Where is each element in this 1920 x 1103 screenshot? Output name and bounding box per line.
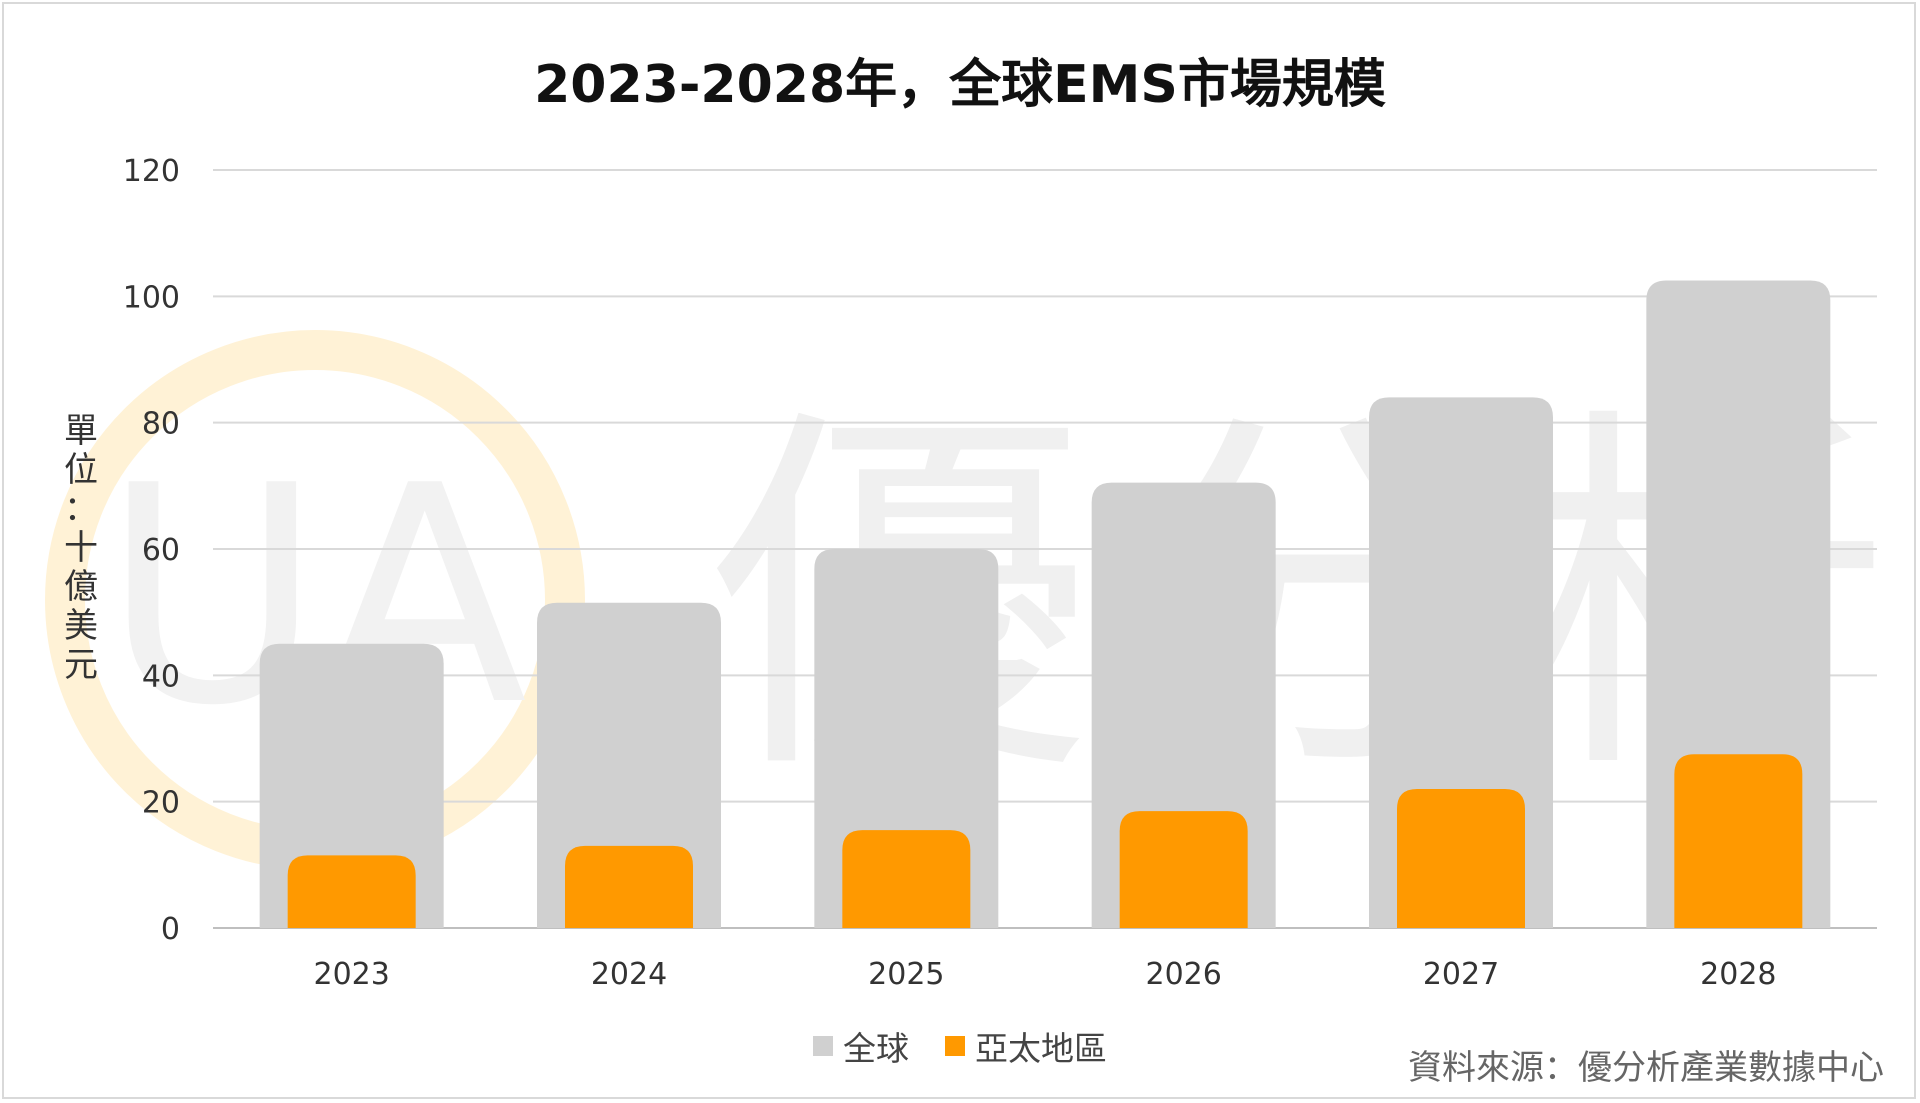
bar-apac-2024 bbox=[565, 845, 693, 928]
y-tick-label: 40 bbox=[142, 659, 180, 694]
y-tick-label: 100 bbox=[123, 280, 180, 315]
bar-apac-2027 bbox=[1397, 789, 1525, 928]
bar-apac-2023 bbox=[287, 855, 416, 928]
legend-item-apac: 亞太地區 bbox=[945, 1022, 1107, 1070]
y-axis-ticks: 0 20 40 60 80 100 120 bbox=[123, 154, 180, 947]
y-axis-label: 單位：十億美元 bbox=[64, 411, 98, 685]
bar-apac-2026 bbox=[1119, 811, 1248, 928]
y-tick-label: 60 bbox=[142, 533, 180, 568]
x-tick-label: 2025 bbox=[868, 957, 944, 992]
legend-label: 亞太地區 bbox=[975, 1029, 1107, 1068]
legend-swatch bbox=[813, 1036, 833, 1056]
x-tick-label: 2024 bbox=[591, 957, 667, 992]
x-axis-ticks: 2023 2024 2025 2026 2027 2028 bbox=[313, 957, 1776, 992]
bar-apac-2028 bbox=[1674, 754, 1803, 928]
legend-swatch bbox=[945, 1036, 965, 1056]
grid-lines bbox=[213, 169, 1877, 929]
chart-title: 2023-2028年，全球EMS市場規模 bbox=[534, 55, 1386, 115]
source-note: 資料來源：優分析產業數據中心 bbox=[1408, 1048, 1884, 1088]
y-tick-label: 20 bbox=[142, 786, 180, 821]
y-tick-label: 120 bbox=[123, 154, 180, 189]
legend-item-global: 全球 bbox=[813, 1022, 909, 1070]
legend-label: 全球 bbox=[843, 1029, 909, 1068]
x-tick-label: 2026 bbox=[1145, 957, 1221, 992]
bars bbox=[259, 280, 1831, 929]
x-tick-label: 2023 bbox=[313, 957, 389, 992]
x-tick-label: 2028 bbox=[1700, 957, 1776, 992]
x-tick-label: 2027 bbox=[1423, 957, 1499, 992]
y-tick-label: 80 bbox=[142, 407, 180, 442]
legend: 全球 亞太地區 bbox=[0, 1022, 1920, 1070]
bar-apac-2025 bbox=[842, 830, 971, 928]
y-tick-label: 0 bbox=[161, 912, 180, 947]
